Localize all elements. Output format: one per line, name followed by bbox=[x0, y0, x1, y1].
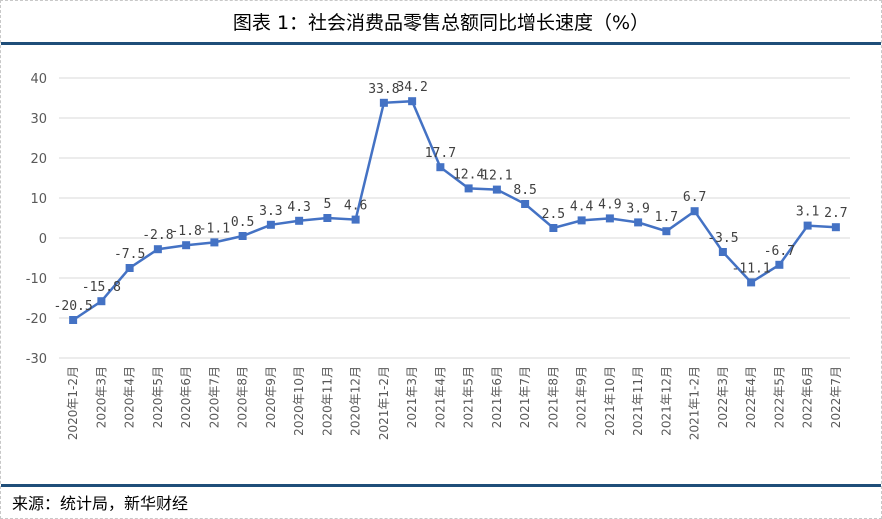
data-label: 3.3 bbox=[259, 204, 282, 219]
x-tick-label: 2020年3月 bbox=[94, 366, 108, 428]
source-note: 来源：统计局，新华财经 bbox=[12, 494, 189, 513]
data-point bbox=[97, 297, 106, 306]
x-tick-label: 2020年5月 bbox=[151, 366, 165, 428]
x-tick-label: 2020年1-2月 bbox=[66, 366, 80, 440]
x-tick-label: 2022年3月 bbox=[716, 366, 730, 428]
x-tick-label: 2020年7月 bbox=[207, 366, 221, 428]
data-label: -2.8 bbox=[142, 228, 173, 243]
data-label: 0.5 bbox=[231, 215, 254, 230]
data-label: -7.5 bbox=[114, 247, 145, 262]
top-rule bbox=[1, 42, 881, 45]
data-label: -1.1 bbox=[199, 221, 230, 236]
x-tick-label: 2022年5月 bbox=[772, 366, 786, 428]
x-tick-label: 2022年7月 bbox=[829, 366, 843, 428]
data-point bbox=[69, 316, 78, 324]
chart-title: 图表 1：社会消费品零售总额同比增长速度（%） bbox=[232, 12, 650, 34]
y-tick-label: -10 bbox=[26, 272, 47, 287]
x-tick-label: 2022年6月 bbox=[801, 366, 815, 428]
data-point bbox=[492, 185, 501, 194]
data-point bbox=[690, 207, 699, 216]
data-point bbox=[549, 224, 558, 232]
x-tick-label: 2020年11月 bbox=[320, 366, 334, 436]
data-label: 8.5 bbox=[513, 183, 536, 198]
data-label: -11.1 bbox=[732, 261, 771, 276]
data-point bbox=[577, 216, 586, 225]
data-label: -3.5 bbox=[707, 231, 738, 246]
data-point bbox=[351, 215, 360, 224]
x-tick-label: 2020年9月 bbox=[264, 366, 278, 428]
data-point bbox=[125, 264, 134, 272]
data-point bbox=[379, 98, 388, 107]
x-tick-label: 2021年7月 bbox=[518, 366, 532, 428]
data-point bbox=[634, 218, 643, 227]
data-point bbox=[266, 220, 275, 229]
x-tick-label: 2021年1-2月 bbox=[377, 366, 391, 440]
x-tick-label: 2021年8月 bbox=[546, 366, 560, 428]
data-point bbox=[803, 221, 812, 230]
data-point bbox=[605, 214, 614, 223]
data-label: 12.4 bbox=[453, 167, 484, 182]
y-tick-label: 20 bbox=[30, 152, 47, 167]
data-point bbox=[408, 97, 417, 106]
data-label: 34.2 bbox=[396, 80, 427, 95]
y-tick-label: 30 bbox=[30, 112, 47, 127]
data-point bbox=[323, 214, 332, 222]
data-label: 6.7 bbox=[683, 190, 706, 205]
data-point bbox=[747, 278, 756, 287]
x-tick-label: 2021年1-2月 bbox=[688, 366, 702, 440]
data-point bbox=[295, 216, 304, 225]
data-label: -20.5 bbox=[54, 299, 93, 314]
data-label: 4.6 bbox=[344, 199, 367, 214]
y-tick-label: -20 bbox=[26, 312, 47, 327]
x-tick-label: 2021年5月 bbox=[462, 366, 476, 428]
x-tick-label: 2021年3月 bbox=[405, 366, 419, 428]
x-tick-label: 2020年8月 bbox=[236, 366, 250, 428]
data-point bbox=[464, 184, 473, 193]
data-label: 33.8 bbox=[368, 82, 399, 97]
data-label: -15.8 bbox=[82, 280, 121, 295]
data-label: 2.5 bbox=[542, 207, 565, 222]
data-label: 3.1 bbox=[796, 205, 819, 220]
data-label: -6.7 bbox=[764, 244, 795, 259]
data-point bbox=[718, 248, 727, 256]
x-tick-label: 2021年10月 bbox=[603, 366, 617, 436]
x-tick-label: 2021年12月 bbox=[659, 366, 673, 436]
data-point bbox=[238, 232, 247, 240]
data-label: 4.4 bbox=[570, 199, 594, 214]
y-tick-label: 40 bbox=[30, 72, 47, 87]
x-tick-label: 2021年9月 bbox=[575, 366, 589, 428]
y-tick-label: 10 bbox=[30, 192, 47, 207]
data-point bbox=[775, 260, 784, 269]
x-tick-label: 2020年10月 bbox=[292, 366, 306, 436]
x-tick-label: 2020年6月 bbox=[179, 366, 193, 428]
data-point bbox=[662, 227, 671, 236]
data-label: 4.9 bbox=[598, 197, 621, 212]
data-point bbox=[182, 241, 191, 250]
data-label: 2.7 bbox=[824, 206, 847, 221]
x-tick-label: 2020年12月 bbox=[349, 366, 363, 436]
data-label: 12.1 bbox=[481, 169, 512, 184]
y-tick-label: 0 bbox=[39, 232, 47, 247]
data-point bbox=[153, 245, 162, 254]
series-line bbox=[72, 99, 836, 322]
x-tick-label: 2021年11月 bbox=[631, 366, 645, 436]
data-label: 5 bbox=[323, 197, 331, 212]
data-label: 4.3 bbox=[287, 200, 310, 215]
data-label: 17.7 bbox=[425, 146, 456, 161]
data-label: 3.9 bbox=[626, 201, 649, 216]
y-tick-label: -30 bbox=[26, 352, 47, 367]
data-label: 1.7 bbox=[655, 210, 678, 225]
data-point bbox=[210, 238, 219, 247]
x-tick-label: 2021年6月 bbox=[490, 366, 504, 428]
data-point bbox=[521, 200, 530, 208]
data-label: -1.8 bbox=[170, 224, 201, 239]
bottom-rule bbox=[1, 484, 881, 487]
x-tick-label: 2021年4月 bbox=[433, 366, 447, 428]
x-tick-label: 2020年4月 bbox=[123, 366, 137, 428]
data-point bbox=[831, 223, 840, 232]
data-point bbox=[436, 163, 445, 172]
x-tick-label: 2022年4月 bbox=[744, 366, 758, 428]
